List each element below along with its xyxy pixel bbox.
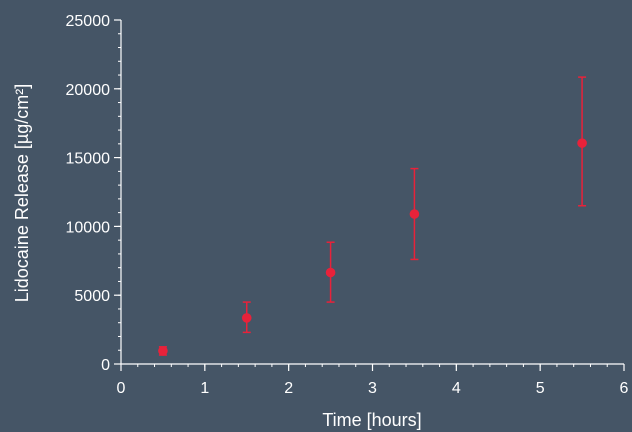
data-marks (158, 76, 587, 356)
data-point (325, 267, 336, 278)
x-tick-label: 1 (200, 380, 209, 397)
x-tick-label: 6 (620, 380, 629, 397)
y-tick-label: 0 (101, 357, 110, 374)
data-point (409, 209, 420, 219)
y-tick-label: 5000 (74, 288, 110, 305)
data-point (241, 313, 252, 323)
x-tick-label: 5 (536, 380, 545, 397)
y-tick-label: 25000 (66, 13, 111, 30)
data-point (577, 138, 587, 148)
axes: 0 1 2 3 4 5 6 0 5000 10000 15000 20000 25000 (66, 13, 629, 397)
y-tick-label: 20000 (66, 82, 111, 99)
x-tick-label: 3 (368, 380, 377, 397)
x-tick-label: 2 (284, 380, 293, 397)
y-tick-label: 10000 (66, 219, 111, 236)
x-tick-label: 4 (452, 380, 461, 397)
x-tick-label: 0 (117, 380, 126, 397)
data-point (158, 346, 168, 356)
y-tick-label: 15000 (66, 151, 111, 168)
y-axis-label: Lidocaine Release [µg/cm²] (12, 84, 32, 302)
x-axis-label: Time [hours] (322, 410, 421, 430)
